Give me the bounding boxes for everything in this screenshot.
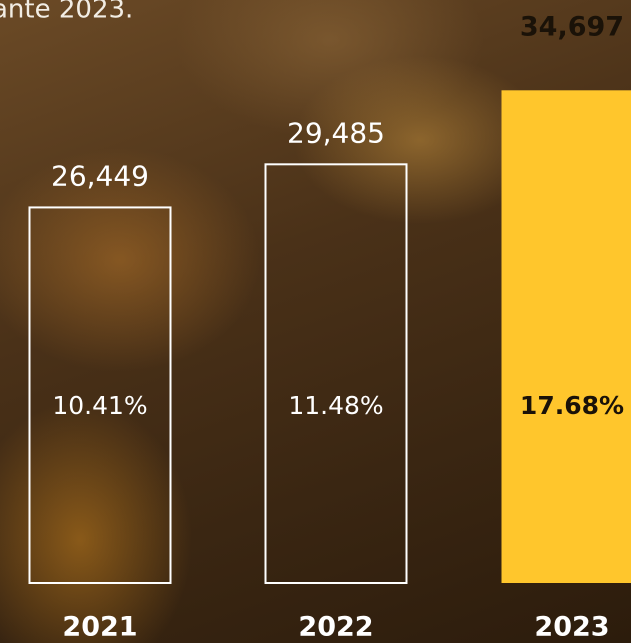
value-label: 29,485 [287, 116, 385, 149]
value-label: 34,697 [520, 12, 624, 43]
bar [264, 163, 408, 585]
bar [28, 206, 172, 584]
chart-title: ante 2023. [0, 0, 133, 25]
share-label: 17.68% [520, 391, 624, 420]
x-tick-label: 2022 [298, 612, 373, 643]
share-label: 11.48% [288, 391, 383, 420]
share-label: 10.41% [52, 391, 147, 420]
x-tick-label: 2023 [534, 612, 609, 643]
bar [501, 90, 631, 583]
value-label: 26,449 [51, 159, 149, 192]
x-tick-label: 2021 [62, 612, 137, 643]
